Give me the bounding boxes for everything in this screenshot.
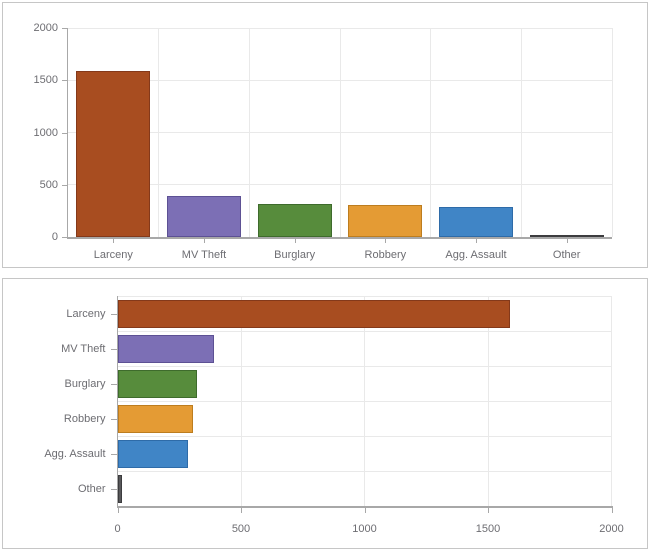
x-axis-line [67, 237, 612, 239]
y-axis-tick-burglary [110, 383, 117, 385]
x-axis-line [116, 506, 613, 508]
category-label-mv-theft: MV Theft [61, 342, 106, 355]
bar-mv-theft [117, 334, 214, 363]
category-label-mv-theft: MV Theft [181, 249, 227, 261]
bar-larceny [117, 299, 511, 328]
y-axis-tick-other [110, 488, 117, 490]
x-tick-label-0: 0 [114, 523, 121, 535]
x-axis-tick-robbery [385, 239, 387, 243]
crime-vertical-bar-chart: 0 500 1000 1500 2000 Larceny MV Theft Burglary R… [3, 3, 647, 267]
category-label-larceny: Larceny [93, 249, 133, 261]
category-label-larceny: Larceny [66, 307, 106, 320]
y-axis-tick-1000 [62, 132, 68, 134]
x-axis-tick-larceny [113, 239, 115, 243]
y-tick-label-1000: 1000 [33, 126, 58, 139]
category-label-burglary: Burglary [64, 377, 106, 390]
category-boundary-gridline-4 [430, 28, 432, 237]
category-boundary-gridline-1 [158, 28, 160, 237]
x-axis-tick-mv-theft [204, 239, 205, 243]
bar-burglary [117, 369, 197, 398]
row-boundary-gridline-1 [117, 330, 612, 332]
y-axis-tick-mv-theft [110, 348, 117, 350]
x-axis-tick-other [566, 239, 568, 243]
x-tick-label-2000: 2000 [599, 523, 624, 535]
row-boundary-gridline-3 [117, 400, 612, 402]
category-label-agg-assault: Agg. Assault [445, 249, 507, 261]
x-tick-label-1500: 1500 [475, 523, 501, 535]
category-label-other: Other [77, 482, 106, 495]
bar-agg-assault [439, 207, 513, 237]
bar-other [117, 474, 123, 503]
category-label-robbery: Robbery [364, 249, 407, 261]
x-axis-tick-agg-assault [476, 239, 477, 243]
row-boundary-gridline-2 [117, 365, 612, 367]
category-boundary-gridline-6 [611, 28, 613, 237]
y-tick-label-500: 500 [39, 178, 58, 191]
category-boundary-gridline-2 [248, 28, 250, 237]
category-label-agg-assault: Agg. Assault [44, 447, 106, 460]
vertical-bar-chart-panel: 0 500 1000 1500 2000 Larceny MV Theft Burglary R… [2, 2, 648, 268]
category-label-robbery: Robbery [63, 412, 106, 425]
category-boundary-gridline-5 [520, 28, 522, 237]
y-axis-line [67, 28, 68, 237]
x-axis-tick-0 [117, 508, 119, 513]
y-axis-tick-agg-assault [110, 453, 117, 455]
y-axis-tick-robbery [110, 418, 117, 420]
x-axis-tick-1500 [488, 508, 489, 513]
x-axis-tick-500 [241, 508, 242, 513]
row-boundary-gridline-4 [117, 435, 612, 437]
bar-mv-theft [167, 196, 241, 237]
y-tick-label-0: 0 [51, 231, 58, 243]
y-axis-tick-1500 [62, 80, 68, 82]
y-tick-label-1500: 1500 [33, 74, 58, 87]
x-axis-tick-2000 [611, 508, 613, 513]
crime-horizontal-bar-chart: 0 500 1000 1500 2000 Larceny MV Theft Burglary R… [3, 279, 647, 548]
bar-burglary [257, 203, 332, 237]
x-tick-label-500: 500 [231, 523, 251, 535]
category-label-burglary: Burglary [274, 249, 316, 261]
x-tick-label-1000: 1000 [352, 523, 377, 535]
x-axis-tick-burglary [294, 239, 296, 243]
y-axis-tick-larceny [110, 313, 117, 315]
bar-robbery [117, 404, 193, 433]
x-gridline-2000 [611, 296, 612, 506]
y-axis-line [116, 296, 118, 506]
y-axis-tick-500 [62, 184, 68, 186]
row-boundary-gridline-5 [117, 470, 612, 472]
y-tick-label-2000: 2000 [33, 22, 58, 34]
category-label-other: Other [552, 249, 581, 261]
category-boundary-gridline-3 [339, 28, 341, 237]
bar-robbery [348, 205, 423, 237]
bar-larceny [76, 70, 151, 237]
y-axis-tick-2000 [62, 28, 68, 29]
bar-agg-assault [117, 439, 188, 468]
row-boundary-gridline-0 [117, 295, 612, 297]
x-axis-tick-1000 [364, 508, 366, 513]
bar-other [529, 234, 604, 237]
y-axis-tick-0 [62, 237, 68, 238]
horizontal-bar-chart-panel: 0 500 1000 1500 2000 Larceny MV Theft Burglary R… [2, 278, 648, 549]
